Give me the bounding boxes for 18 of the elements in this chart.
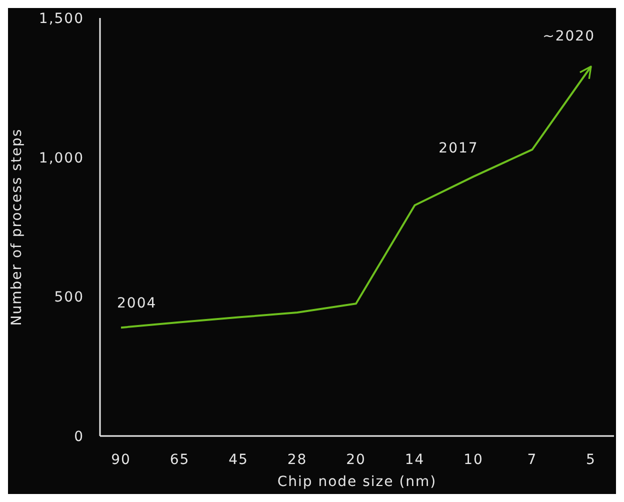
y-tick-label: 500: [54, 290, 84, 306]
x-tick-label: 28: [287, 452, 308, 468]
y-axis-title: Number of process steps: [8, 128, 25, 326]
x-tick-label: 20: [346, 452, 366, 468]
y-tick-label: 1,500: [38, 10, 84, 27]
annotation: ~2020: [542, 28, 595, 44]
y-tick-label: 1,000: [38, 150, 84, 166]
annotation: 2017: [438, 140, 478, 157]
x-tick-label: 7: [527, 452, 538, 468]
x-tick-label: 45: [228, 452, 248, 468]
x-tick-label: 14: [404, 452, 425, 468]
x-tick-label: 65: [170, 452, 190, 468]
y-tick-label: 0: [74, 428, 84, 445]
x-tick-label: 10: [464, 452, 484, 468]
x-axis-title: Chip node size (nm): [277, 474, 437, 490]
x-tick-label: 90: [111, 452, 131, 468]
annotation: 2004: [117, 296, 157, 312]
x-tick-label: 5: [586, 452, 596, 468]
